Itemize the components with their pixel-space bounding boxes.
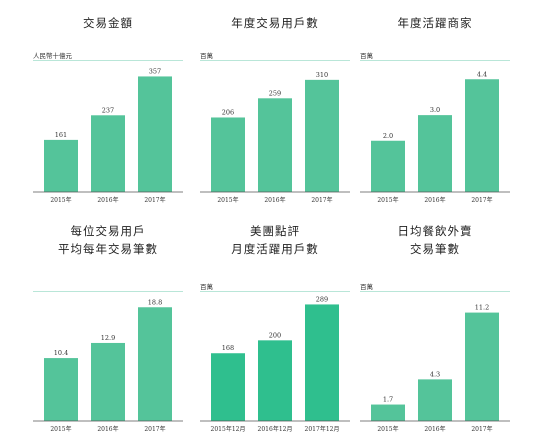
x-tick-label: 2015年 <box>377 425 398 433</box>
chart-plot: 2.0 2015年 3.0 2016年 4.4 2017年 <box>360 70 510 204</box>
bar-value-label: 357 <box>149 67 161 75</box>
chart-plot: 10.4 2015年 12.9 2016年 18.8 2017年 <box>33 298 183 433</box>
chart-plot: 1.7 2015年 4.3 2016年 11.2 2017年 <box>360 304 510 433</box>
chart-title: 年度活躍商家 <box>360 14 510 32</box>
chart-top-divider <box>360 291 510 292</box>
bar-value-label: 1.7 <box>383 396 393 404</box>
bar <box>211 353 245 421</box>
x-tick-label: 2017年 <box>144 425 165 433</box>
chart-top-divider <box>200 60 350 61</box>
bar <box>465 79 499 192</box>
chart-title: 每位交易用戶 平均每年交易筆數 <box>33 222 183 258</box>
chart-plot: 161 2015年 237 2016年 357 2017年 <box>33 67 183 204</box>
x-tick-label: 2016年 <box>424 425 445 433</box>
chart-title-line: 美團點評 <box>250 224 300 238</box>
x-tick-label: 2017年 <box>471 196 492 204</box>
chart-title: 日均餐飲外賣 交易筆數 <box>360 222 510 258</box>
chart-title-line: 交易金額 <box>83 16 133 30</box>
bar <box>44 139 78 192</box>
x-tick-label: 2015年 <box>217 196 238 204</box>
x-tick-label: 2015年 <box>377 196 398 204</box>
bar <box>44 358 78 421</box>
chart-title-line: 年度交易用戶數 <box>231 16 319 30</box>
bar-value-label: 310 <box>316 71 328 79</box>
x-tick-label: 2015年12月 <box>211 425 246 433</box>
chart-plot: 168 2015年12月 200 2016年12月 289 2017年12月 <box>200 295 350 433</box>
bar-value-label: 4.3 <box>430 370 440 378</box>
chart-top-divider <box>360 60 510 61</box>
chart-title: 美團點評月度活躍用戶數 <box>200 222 350 258</box>
x-tick-label: 2016年 <box>264 196 285 204</box>
bar-value-label: 237 <box>102 106 114 114</box>
bar <box>371 140 405 192</box>
x-tick-label: 2017年 <box>311 196 332 204</box>
bar <box>91 115 125 192</box>
bar-value-label: 168 <box>222 344 234 352</box>
chart-plot: 206 2015年 259 2016年 310 2017年 <box>200 71 350 204</box>
bar-value-label: 2.0 <box>383 132 393 140</box>
bar-value-label: 200 <box>269 331 281 339</box>
bar-value-label: 4.4 <box>477 70 487 78</box>
x-tick-label: 2015年 <box>50 425 71 433</box>
bar-value-label: 11.2 <box>475 304 489 312</box>
bar <box>305 79 339 192</box>
x-tick-label: 2016年 <box>424 196 445 204</box>
bar <box>258 340 292 421</box>
chart-title-line: 每位交易用戶 <box>70 224 146 238</box>
chart-unit-label: 百萬 <box>200 52 213 60</box>
chart-unit-label: 百萬 <box>200 283 213 291</box>
bar <box>305 304 339 421</box>
chart-title-line: 日均餐飲外賣 <box>397 224 473 238</box>
x-tick-label: 2016年12月 <box>258 425 293 433</box>
bar <box>138 307 172 421</box>
x-tick-label: 2017年12月 <box>305 425 340 433</box>
bar-value-label: 10.4 <box>54 349 68 357</box>
bar <box>138 76 172 192</box>
x-tick-label: 2015年 <box>50 196 71 204</box>
bar-value-label: 259 <box>269 89 281 97</box>
bar <box>211 117 245 192</box>
chart-title-line: 年度活躍商家 <box>397 16 473 30</box>
chart-title-line: 交易筆數 <box>410 242 460 256</box>
x-tick-label: 2016年 <box>97 425 118 433</box>
x-tick-label: 2017年 <box>471 425 492 433</box>
x-tick-label: 2016年 <box>97 196 118 204</box>
chart-title: 年度交易用戶數 <box>200 14 350 32</box>
chart-unit-label: 百萬 <box>360 52 373 60</box>
bar-value-label: 3.0 <box>430 106 440 114</box>
bar <box>371 404 405 421</box>
x-tick-label: 2017年 <box>144 196 165 204</box>
chart-title: 交易金額 <box>33 14 183 32</box>
chart-top-divider <box>200 291 350 292</box>
bar-value-label: 161 <box>55 131 67 139</box>
bar-value-label: 206 <box>222 108 234 116</box>
chart-unit-label: 人民幣十億元 <box>33 52 72 60</box>
chart-title-line: 平均每年交易筆數 <box>58 242 158 256</box>
bar <box>418 379 452 421</box>
bar <box>258 98 292 192</box>
bar-value-label: 12.9 <box>101 334 115 342</box>
bar-value-label: 289 <box>316 295 328 303</box>
bar-value-label: 18.8 <box>148 298 162 306</box>
chart-top-divider <box>33 291 183 292</box>
bar <box>91 342 125 421</box>
bar <box>418 115 452 192</box>
chart-top-divider <box>33 60 183 61</box>
chart-unit-label: 百萬 <box>360 283 373 291</box>
chart-title-line: 月度活躍用戶數 <box>231 242 319 256</box>
bar <box>465 312 499 421</box>
